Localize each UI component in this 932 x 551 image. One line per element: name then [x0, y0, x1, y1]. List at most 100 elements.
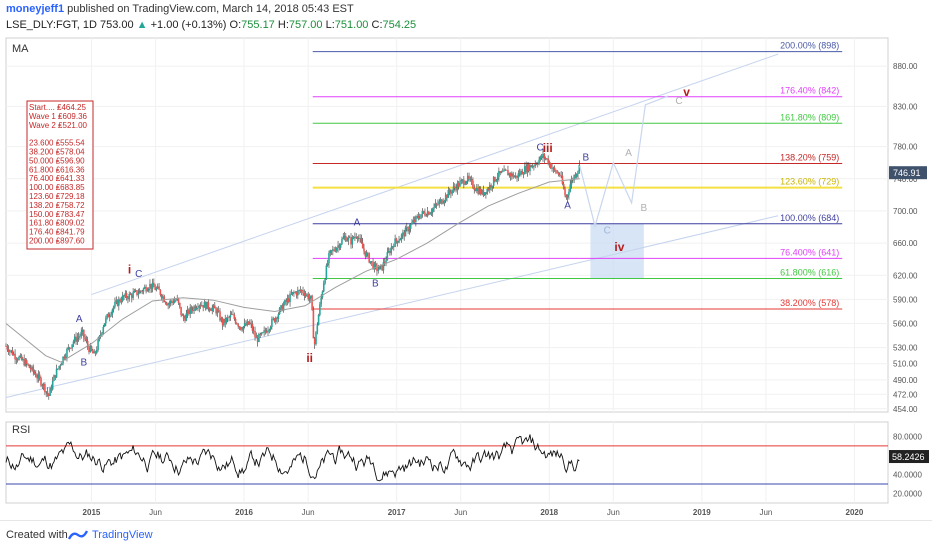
candle-body: [286, 298, 289, 302]
candle-body: [184, 318, 186, 321]
candle-body: [535, 163, 538, 165]
candle-body: [486, 189, 489, 194]
candle-body: [559, 174, 561, 176]
candle-body: [15, 359, 18, 360]
candle-body: [320, 297, 322, 305]
candle-body: [530, 165, 533, 168]
tradingview-brand[interactable]: TradingView: [92, 529, 153, 541]
candle-body: [243, 323, 246, 327]
created-with-text: Created with: [6, 529, 68, 541]
candle-body: [564, 189, 566, 196]
info-box-frame: [26, 100, 94, 250]
wave-label: C: [675, 96, 682, 107]
candle-body: [72, 341, 75, 345]
candle-body: [238, 326, 241, 328]
author-name[interactable]: moneyjeff1: [6, 3, 65, 15]
candle-body: [16, 359, 19, 361]
up-arrow-icon: ▲: [136, 19, 148, 31]
candle-body: [166, 303, 168, 306]
candle-body: [136, 290, 138, 295]
candle-body: [421, 211, 424, 215]
candle-body: [385, 260, 387, 263]
candle-body: [12, 353, 15, 356]
candle-body: [32, 366, 35, 372]
candle-body: [99, 334, 102, 336]
close-label: C:: [371, 19, 383, 31]
candle-body: [151, 282, 154, 289]
price-chart[interactable]: 200.00% (898) 176.40% (842) 161.80% (809) 1…: [0, 0, 932, 520]
candle-body: [381, 265, 383, 271]
wave-label: A: [354, 217, 361, 228]
candle-body: [89, 346, 92, 353]
candle-body: [271, 318, 273, 327]
candle-body: [211, 307, 214, 311]
candle-body: [232, 314, 234, 315]
candle-body: [175, 299, 177, 301]
candle-body: [383, 262, 386, 263]
low-value: 751.00: [334, 19, 369, 31]
candle-body: [455, 187, 457, 191]
candle-body: [295, 292, 298, 296]
candle-body: [474, 189, 477, 192]
candle-body: [138, 290, 141, 294]
candle-body: [328, 252, 330, 264]
candle-body: [565, 195, 568, 198]
candle-body: [258, 333, 260, 342]
candle-body: [494, 176, 496, 182]
candle-body: [105, 317, 107, 324]
candle-body: [53, 375, 55, 382]
candle-body: [116, 300, 119, 306]
candle-body: [149, 283, 151, 289]
candle-body: [97, 339, 99, 350]
price-tick-label: 620.00: [893, 271, 918, 280]
candle-body: [317, 315, 320, 326]
candle-body: [500, 171, 503, 173]
time-tick-label: 2016: [235, 508, 253, 517]
candle-body: [551, 168, 553, 169]
price-tick-label: 472.00: [893, 390, 918, 399]
info-box-line: 23.600 ₤555.54: [29, 139, 85, 148]
info-box-line: Start.... ₤464.25: [29, 103, 86, 112]
candle-body: [418, 217, 421, 219]
candle-body: [547, 158, 549, 164]
candle-body: [41, 385, 44, 387]
candle-body: [282, 304, 285, 311]
candle-body: [234, 318, 237, 324]
fib-levels: 200.00% (898) 176.40% (842) 161.80% (809) 1…: [312, 41, 843, 310]
candle-body: [453, 186, 456, 188]
candle-body: [263, 330, 265, 333]
candle-body: [176, 298, 179, 300]
candle-body: [230, 314, 233, 315]
rsi-tick-label: 20.0000: [893, 489, 922, 498]
candle-body: [182, 315, 185, 319]
candle-body: [355, 236, 358, 238]
candle-body: [121, 295, 124, 302]
candle-body: [459, 181, 461, 187]
candle-body: [361, 242, 364, 249]
channel-line: [5, 215, 779, 399]
published-text: published on TradingView.com, March 14, …: [67, 3, 354, 15]
candle-body: [425, 215, 428, 217]
candle-body: [123, 295, 125, 297]
candle-body: [370, 261, 373, 262]
candle-body: [194, 306, 197, 310]
info-box-line: Wave 2 ₤521.00: [29, 121, 88, 130]
candle-body: [125, 293, 128, 298]
candle-body: [186, 309, 189, 314]
time-tick-label: 2015: [83, 508, 101, 517]
candle-body: [131, 294, 133, 298]
wave-label: iii: [543, 141, 553, 155]
time-tick-label: 2018: [540, 508, 558, 517]
candle-body: [158, 286, 160, 290]
candle-body: [172, 301, 175, 303]
candle-body: [273, 318, 276, 322]
candle-body: [373, 263, 376, 269]
axes: 454.00 472.00 490.00 510.00 530.00 560.00 590.…: [83, 62, 929, 517]
candle-body: [570, 179, 573, 185]
candle-body: [463, 179, 465, 185]
low-label: L:: [325, 19, 335, 31]
price-tick-label: 454.00: [893, 405, 918, 414]
candle-body: [470, 179, 473, 181]
candle-body: [137, 293, 140, 295]
candle-body: [544, 158, 547, 159]
